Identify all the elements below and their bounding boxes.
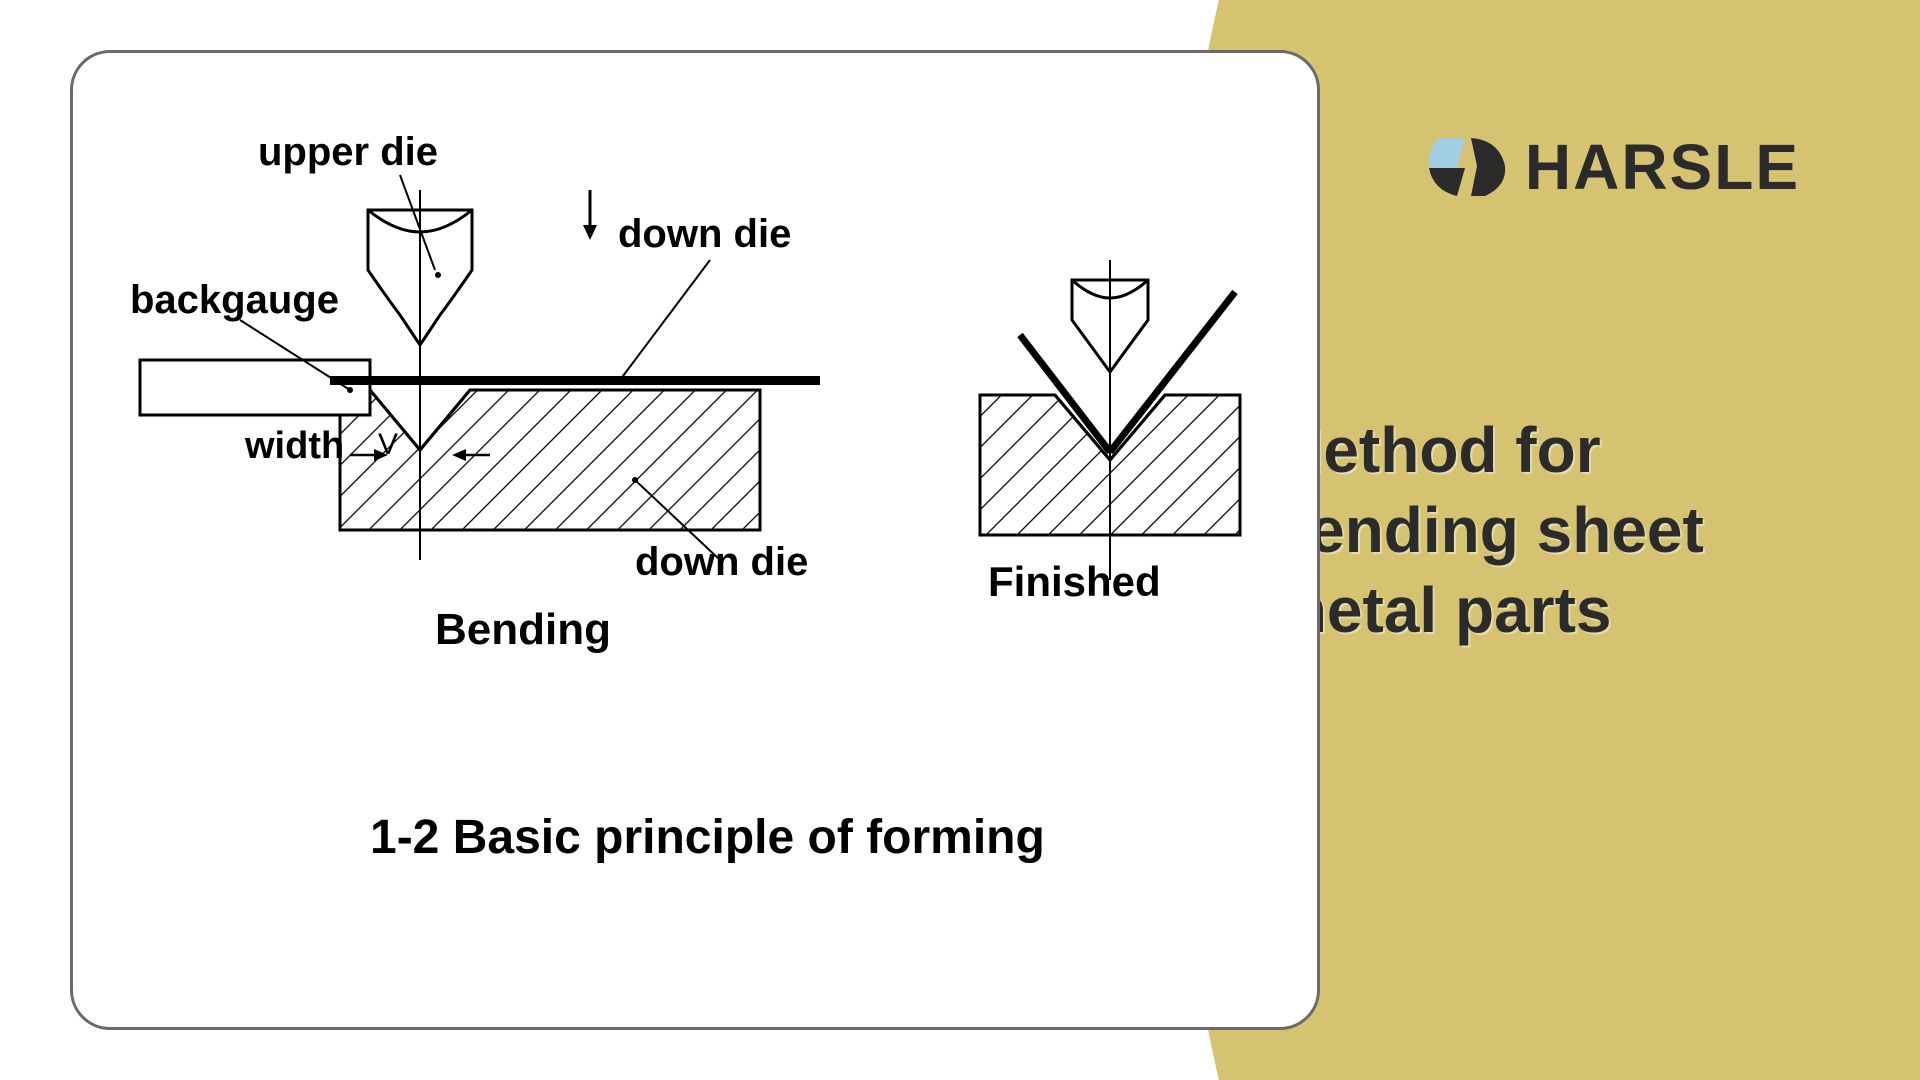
label-width: width	[245, 425, 344, 468]
label-finished: Finished	[988, 558, 1161, 606]
brand-name: HARSLE	[1525, 130, 1800, 204]
label-bending: Bending	[435, 605, 611, 655]
diagram-caption: 1-2 Basic principle of forming	[370, 810, 1045, 865]
bending-die-hatch	[340, 390, 760, 530]
label-upper-die: upper die	[258, 130, 438, 175]
label-down-die-bottom: down die	[635, 540, 808, 585]
page-title: Method for bending sheet metal parts	[1270, 410, 1830, 650]
brand: HARSLE	[1427, 130, 1800, 204]
label-down-die-top: down die	[618, 212, 791, 257]
label-backgauge: backgauge	[130, 278, 339, 323]
sheet-metal	[330, 376, 820, 385]
label-v: V	[378, 428, 398, 462]
brand-logo-icon	[1427, 138, 1507, 196]
backgauge-block	[140, 360, 370, 415]
